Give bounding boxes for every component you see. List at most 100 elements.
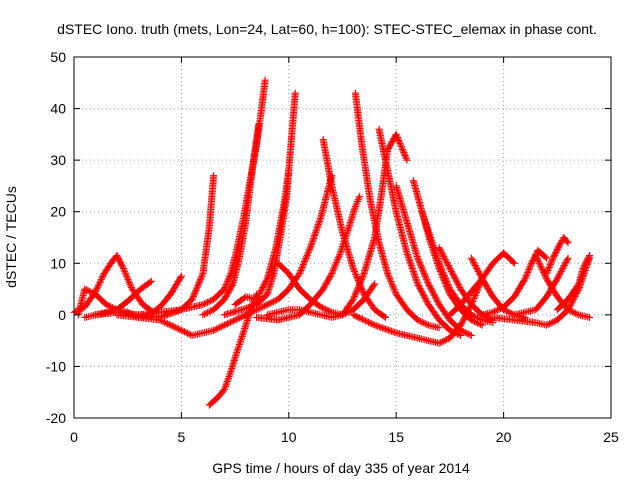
- data-point-fill: [445, 282, 453, 290]
- data-point: [261, 76, 269, 84]
- data-point-fill: [350, 266, 358, 274]
- data-point-fill: [359, 271, 367, 279]
- data-point-fill: [438, 338, 446, 346]
- data-point-fill: [397, 141, 405, 149]
- data-point-fill: [441, 273, 449, 281]
- data-point: [199, 301, 207, 309]
- data-point-fill: [97, 276, 105, 284]
- data-point-fill: [460, 314, 468, 322]
- data-point-fill: [474, 267, 482, 275]
- data-point-fill: [464, 308, 472, 316]
- data-point-fill: [476, 270, 484, 278]
- data-point-fill: [191, 289, 199, 297]
- data-point-fill: [421, 271, 429, 279]
- data-point-fill: [95, 280, 103, 288]
- data-point-fill: [402, 153, 410, 161]
- data-point-fill: [200, 310, 208, 318]
- data-point-fill: [422, 274, 430, 282]
- x-tick-label: 15: [388, 429, 404, 445]
- data-point-fill: [193, 285, 201, 293]
- data-point: [467, 254, 475, 262]
- data-point-fill: [120, 266, 128, 274]
- data-point-fill: [400, 150, 408, 158]
- data-point-fill: [224, 376, 232, 384]
- data-point-fill: [535, 259, 543, 267]
- y-tick-label: 20: [50, 204, 66, 220]
- data-series: [199, 120, 263, 319]
- data-point-fill: [398, 144, 406, 152]
- data-point-fill: [176, 326, 184, 334]
- data-point: [414, 316, 422, 324]
- data-point-fill: [299, 262, 307, 270]
- data-point-fill: [237, 313, 245, 321]
- data-point-fill: [562, 259, 570, 267]
- data-point-fill: [470, 260, 478, 268]
- data-point: [220, 321, 228, 329]
- data-point-fill: [545, 263, 553, 271]
- data-point-fill: [503, 307, 511, 315]
- data-point-fill: [554, 273, 562, 281]
- data-point-fill: [439, 251, 447, 259]
- data-point-fill: [226, 369, 234, 377]
- data-point-fill: [546, 262, 554, 270]
- data-point: [255, 120, 263, 128]
- data-point: [371, 280, 379, 288]
- data-point-fill: [336, 251, 344, 259]
- y-tick-label: 50: [50, 49, 66, 65]
- data-point: [263, 301, 271, 309]
- data-point-fill: [226, 371, 234, 379]
- data-point-fill: [298, 264, 306, 272]
- data-point-fill: [257, 287, 265, 295]
- data-point-fill: [546, 320, 554, 328]
- data-point-fill: [440, 270, 448, 278]
- data-point-fill: [454, 279, 462, 287]
- data-point-fill: [414, 256, 422, 264]
- data-point-fill: [98, 274, 106, 282]
- data-series: [446, 249, 518, 319]
- data-point-fill: [566, 301, 574, 309]
- data-point-fill: [362, 317, 370, 325]
- data-point-fill: [461, 329, 469, 337]
- data-point-fill: [180, 328, 188, 336]
- data-point-fill: [472, 313, 480, 321]
- data-point-fill: [216, 323, 224, 331]
- data-point-fill: [265, 300, 273, 308]
- data-point-fill: [460, 315, 468, 323]
- data-point-fill: [567, 300, 575, 308]
- data-point-fill: [392, 289, 400, 297]
- data-point-fill: [537, 262, 545, 270]
- data-point-fill: [570, 309, 578, 317]
- data-point-fill: [423, 298, 431, 306]
- data-point-fill: [381, 325, 389, 333]
- data-point-fill: [457, 320, 465, 328]
- data-point-fill: [444, 261, 452, 269]
- data-point-fill: [472, 263, 480, 271]
- data-point-fill: [359, 289, 367, 297]
- data-point-fill: [393, 132, 401, 140]
- data-point-fill: [198, 273, 206, 281]
- data-point-fill: [428, 287, 436, 295]
- data-point-fill: [234, 315, 242, 323]
- data-point-fill: [544, 265, 552, 273]
- data-point-fill: [330, 263, 338, 271]
- data-point-fill: [386, 274, 394, 282]
- data-point-fill: [444, 260, 452, 268]
- data-point-fill: [266, 299, 274, 307]
- data-point-fill: [468, 256, 476, 264]
- data-point-fill: [200, 300, 208, 308]
- data-point-fill: [544, 267, 552, 275]
- data-point-fill: [442, 276, 450, 284]
- data-point-fill: [421, 295, 429, 303]
- data-point-fill: [259, 284, 267, 292]
- data-point-fill: [205, 308, 213, 316]
- data-point-fill: [378, 324, 386, 332]
- data-point: [564, 306, 572, 314]
- data-point-fill: [99, 273, 107, 281]
- data-point-fill: [432, 295, 440, 303]
- data-point-fill: [452, 276, 460, 284]
- data-point-fill: [255, 291, 263, 299]
- data-series: [351, 89, 443, 332]
- data-point-fill: [241, 305, 249, 313]
- data-point-fill: [461, 312, 469, 320]
